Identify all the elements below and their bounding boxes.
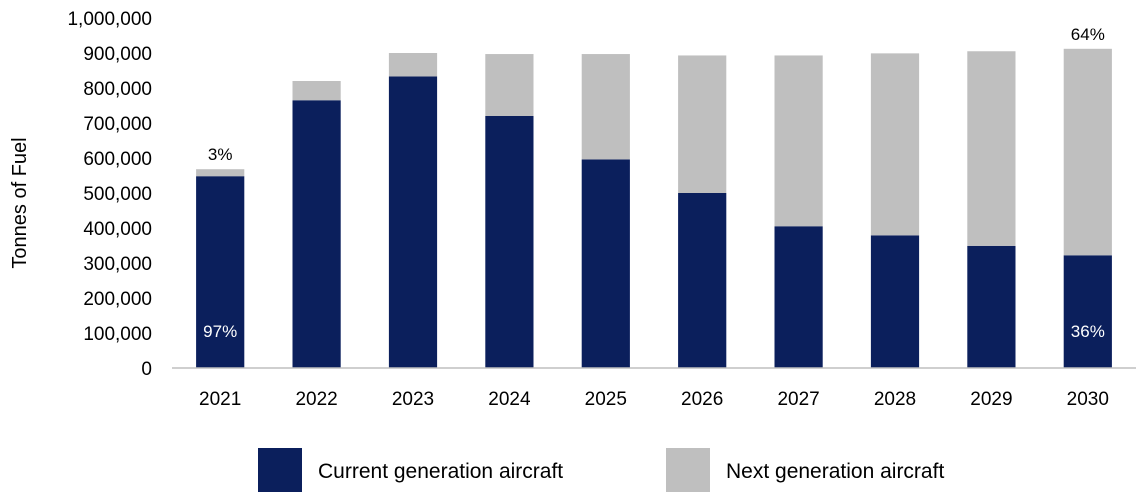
y-tick-label: 500,000 <box>83 184 152 205</box>
x-tick-label: 2025 <box>585 389 627 410</box>
x-tick-label: 2029 <box>970 389 1012 410</box>
bar-current-2023 <box>388 76 438 368</box>
bar-current-2029 <box>967 245 1016 368</box>
y-tick-label: 900,000 <box>83 44 152 65</box>
y-axis-ticks: 0 100,000 200,000 300,000 400,000 500,000 600,… <box>67 9 152 380</box>
bar-current-2028 <box>870 235 920 368</box>
data-label: 97% <box>203 322 237 341</box>
bar-current-2030 <box>1063 255 1112 368</box>
bar-next-2028 <box>870 53 920 236</box>
bar-next-2021 <box>196 169 245 177</box>
bar-next-2027 <box>774 55 823 227</box>
y-tick-label: 0 <box>141 359 152 380</box>
bar-next-2030 <box>1063 48 1112 256</box>
x-tick-label: 2028 <box>874 389 916 410</box>
legend-swatch-next <box>666 448 710 492</box>
data-label: 36% <box>1071 322 1105 341</box>
legend: Current generation aircraft Next generati… <box>258 448 944 492</box>
bar-current-2021 <box>196 176 245 368</box>
bar-current-2027 <box>774 226 823 368</box>
x-tick-label: 2022 <box>295 389 337 410</box>
bar-next-2026 <box>678 55 727 194</box>
x-tick-label: 2026 <box>681 389 723 410</box>
legend-label-next: Next generation aircraft <box>726 460 944 483</box>
legend-label-current: Current generation aircraft <box>318 460 563 483</box>
bar-current-2024 <box>485 116 534 368</box>
y-tick-label: 100,000 <box>83 324 152 345</box>
data-label: 64% <box>1071 25 1105 44</box>
x-tick-label: 2030 <box>1067 389 1109 410</box>
x-axis-ticks: 2021 2022 2023 2024 2025 2026 2027 2028 2029 2030 <box>199 389 1109 410</box>
y-axis-title: Tonnes of Fuel <box>9 137 31 268</box>
x-tick-label: 2024 <box>488 389 531 410</box>
x-tick-label: 2023 <box>392 389 434 410</box>
legend-swatch-current <box>258 448 302 492</box>
y-tick-label: 300,000 <box>83 254 152 275</box>
x-tick-label: 2027 <box>777 389 819 410</box>
bar-next-2023 <box>388 53 438 77</box>
y-tick-label: 200,000 <box>83 289 152 310</box>
y-tick-label: 800,000 <box>83 79 152 100</box>
bar-next-2025 <box>581 54 630 160</box>
y-tick-label: 600,000 <box>83 149 152 170</box>
bar-current-2026 <box>678 193 727 368</box>
bar-current-2022 <box>292 100 341 368</box>
bar-next-2024 <box>485 54 534 116</box>
bar-current-2025 <box>581 159 630 368</box>
data-labels: 3% 97% 64% 36% <box>203 25 1105 341</box>
bar-next-2029 <box>967 51 1016 246</box>
data-label: 3% <box>208 145 233 164</box>
y-tick-label: 400,000 <box>83 219 152 240</box>
y-tick-label: 1,000,000 <box>67 9 152 30</box>
bars <box>196 48 1112 368</box>
y-tick-label: 700,000 <box>83 114 152 135</box>
bar-next-2022 <box>292 81 341 101</box>
x-tick-label: 2021 <box>199 389 241 410</box>
